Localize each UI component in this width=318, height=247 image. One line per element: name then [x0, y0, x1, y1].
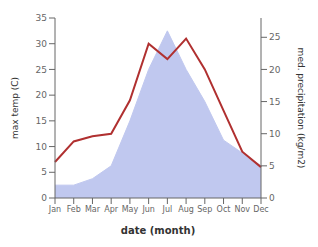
- svg-text:Dec: Dec: [253, 205, 268, 214]
- svg-text:5: 5: [41, 167, 47, 177]
- svg-text:Mar: Mar: [85, 205, 101, 214]
- svg-text:Jul: Jul: [162, 205, 173, 214]
- svg-text:25: 25: [36, 65, 47, 75]
- svg-text:0: 0: [41, 193, 47, 203]
- svg-text:Aug: Aug: [178, 205, 194, 214]
- svg-text:Oct: Oct: [217, 205, 231, 214]
- svg-text:10: 10: [269, 129, 281, 139]
- svg-text:Sep: Sep: [197, 205, 212, 214]
- svg-text:Feb: Feb: [67, 205, 81, 214]
- svg-text:max temp (C): max temp (C): [10, 77, 20, 139]
- svg-text:0: 0: [269, 193, 275, 203]
- svg-text:20: 20: [269, 65, 281, 75]
- svg-text:35: 35: [36, 13, 47, 23]
- svg-text:date (month): date (month): [121, 225, 195, 236]
- svg-text:30: 30: [36, 39, 48, 49]
- svg-text:med. precipitation (kg/m2): med. precipitation (kg/m2): [296, 48, 306, 169]
- svg-text:10: 10: [36, 142, 48, 152]
- svg-text:15: 15: [269, 97, 280, 107]
- svg-text:May: May: [122, 205, 139, 214]
- svg-text:20: 20: [36, 90, 48, 100]
- svg-text:5: 5: [269, 161, 275, 171]
- svg-text:25: 25: [269, 32, 280, 42]
- svg-text:Jun: Jun: [141, 205, 155, 214]
- svg-text:Jan: Jan: [48, 205, 61, 214]
- svg-text:Nov: Nov: [234, 205, 250, 214]
- svg-text:15: 15: [36, 116, 47, 126]
- svg-text:Apr: Apr: [104, 205, 119, 214]
